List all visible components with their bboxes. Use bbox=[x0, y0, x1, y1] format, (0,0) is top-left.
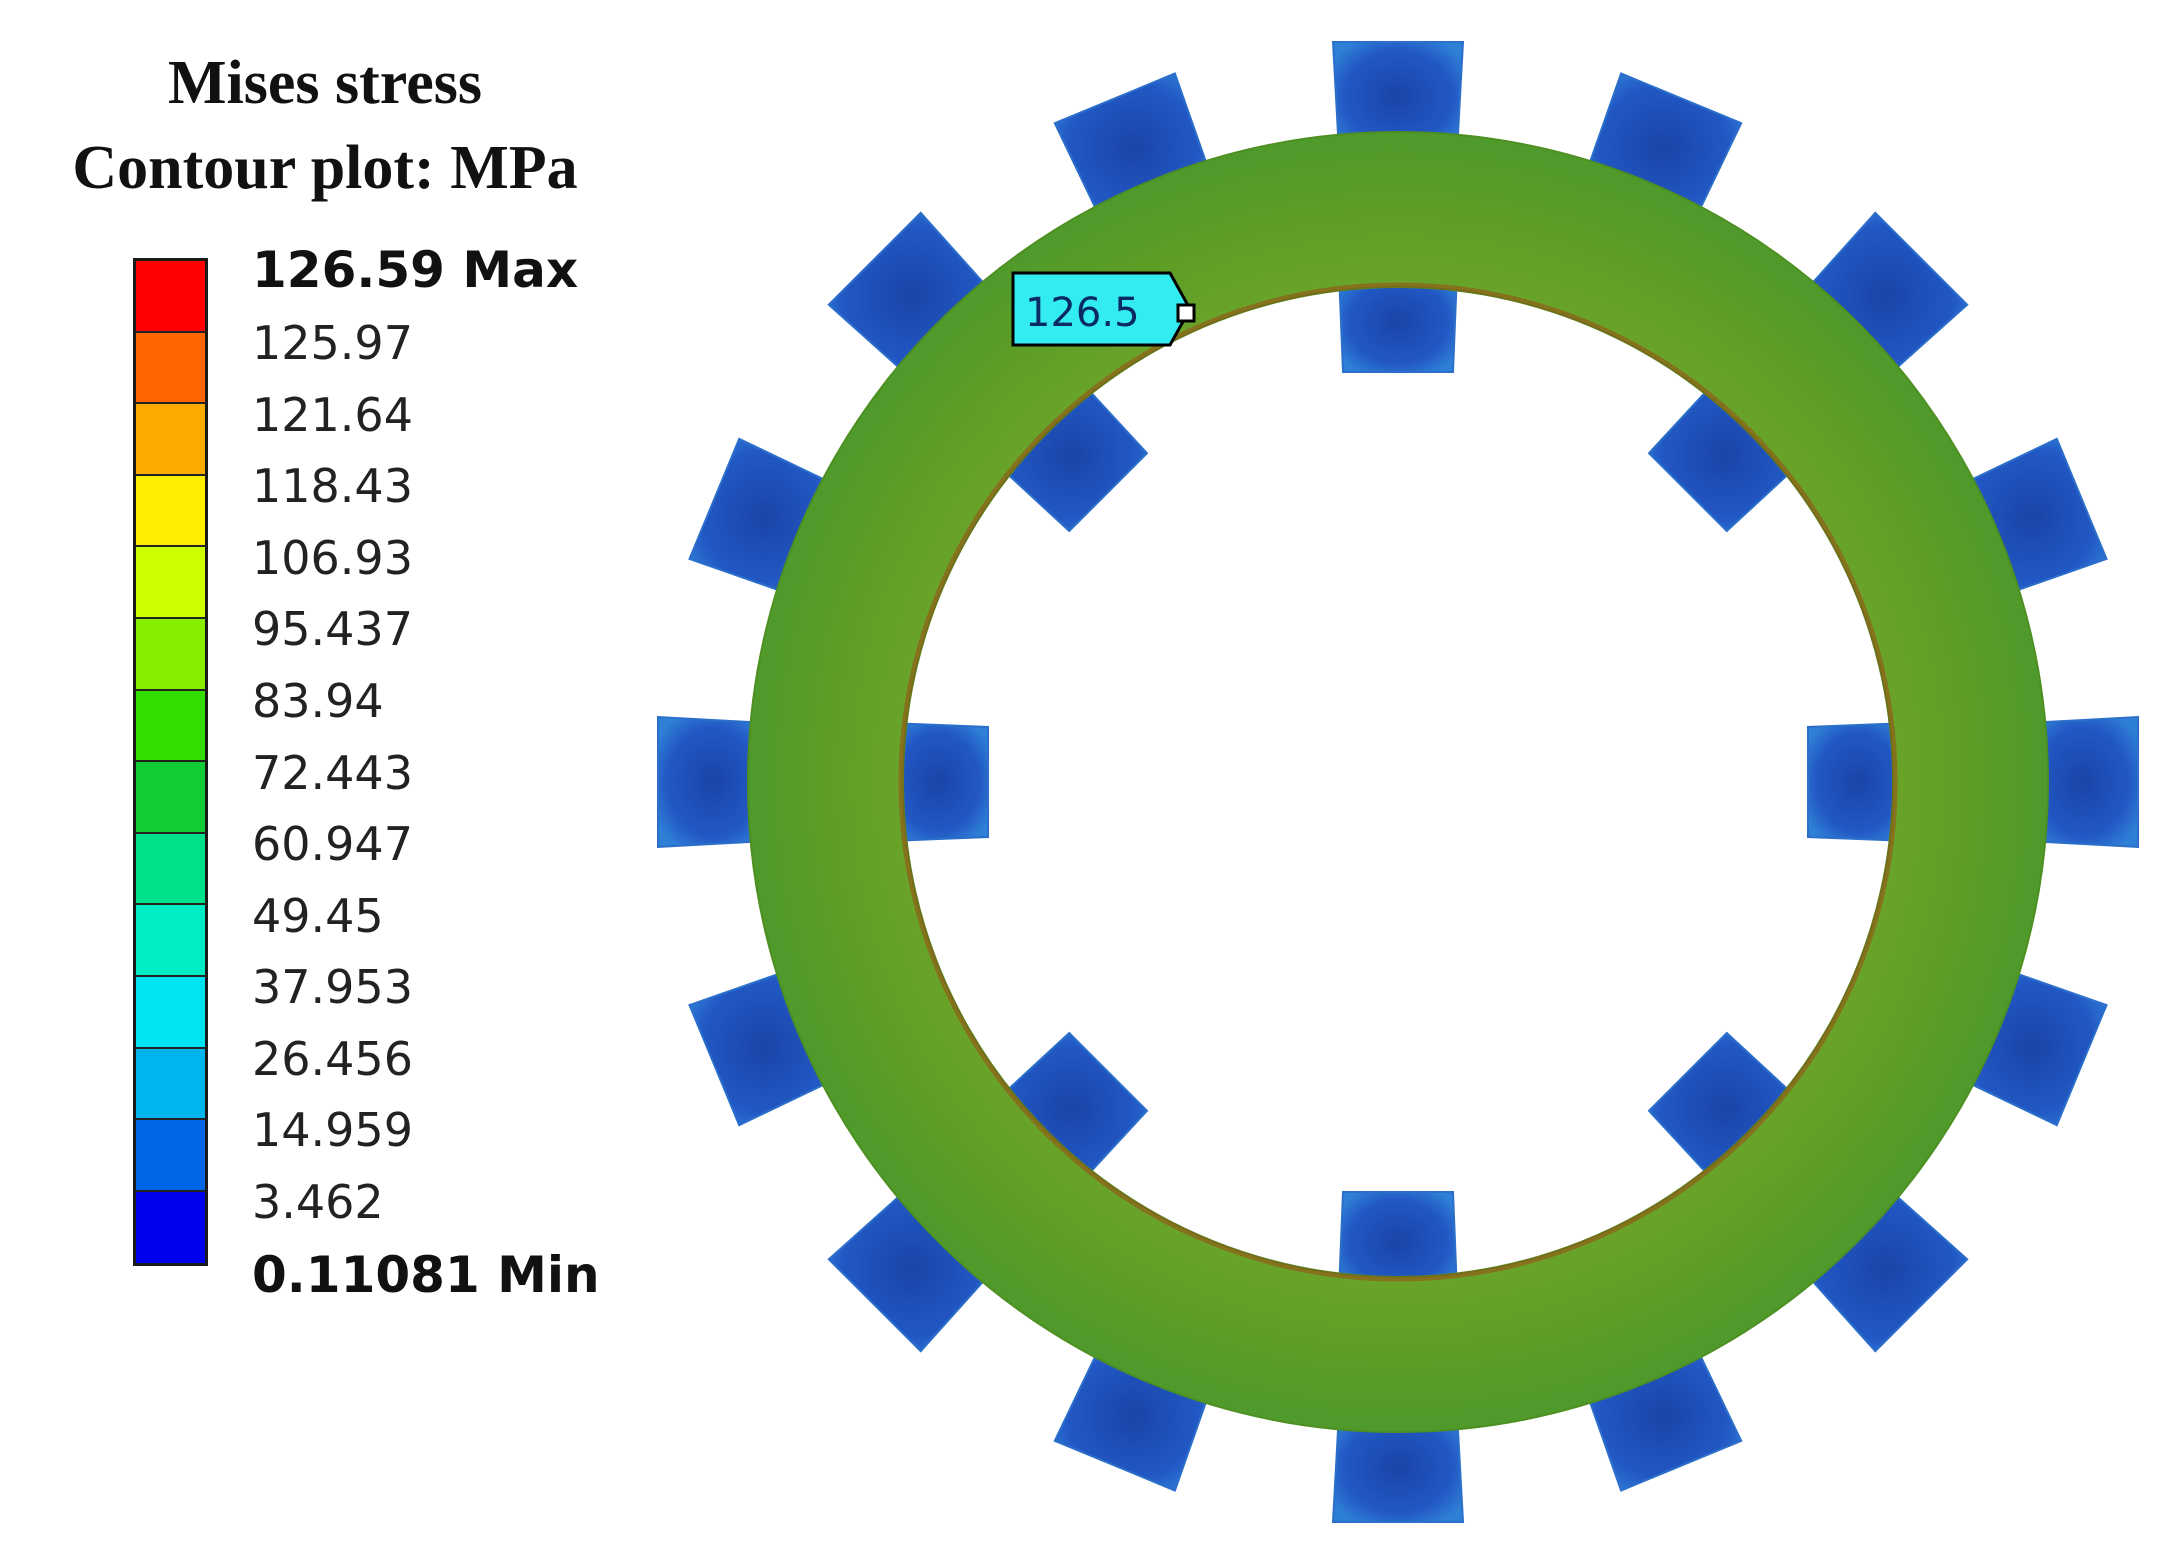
legend-level-label: 72.443 bbox=[252, 746, 413, 800]
legend-swatch bbox=[136, 404, 205, 476]
legend-swatch bbox=[136, 1048, 205, 1121]
color-legend-bar bbox=[133, 258, 208, 1267]
inner-edge-high-stress bbox=[898, 282, 1898, 1282]
plot-title: Mises stress bbox=[168, 49, 482, 117]
legend-level-label: 60.947 bbox=[252, 817, 413, 871]
legend-level-label: 26.456 bbox=[252, 1032, 413, 1086]
legend-swatch bbox=[136, 475, 205, 548]
legend-swatch bbox=[136, 1191, 205, 1264]
legend-level-label: 14.959 bbox=[252, 1103, 413, 1157]
legend-swatch bbox=[136, 976, 205, 1049]
probe-tag bbox=[1011, 271, 1192, 347]
legend-swatch bbox=[136, 332, 205, 405]
legend-swatch bbox=[136, 547, 205, 619]
probe-value-label: 126.5 bbox=[1025, 290, 1140, 336]
legend-level-label: 83.94 bbox=[252, 674, 384, 728]
legend-swatch bbox=[136, 762, 205, 834]
inner-teeth-group bbox=[887, 271, 1909, 1293]
plot-subtitle: Contour plot: MPa bbox=[72, 134, 578, 202]
legend-min-label: 0.11081 Min bbox=[252, 1246, 600, 1304]
legend-swatch bbox=[136, 690, 205, 763]
legend-swatch bbox=[136, 833, 205, 906]
legend-swatch bbox=[136, 618, 205, 691]
legend-max-label: 126.59 Max bbox=[252, 241, 579, 299]
legend-level-label: 121.64 bbox=[252, 388, 413, 442]
probe-annotation: 126.5 bbox=[1011, 271, 1196, 347]
legend-level-label: 125.97 bbox=[252, 316, 413, 370]
legend-level-label: 118.43 bbox=[252, 459, 413, 513]
legend-swatch bbox=[136, 261, 205, 333]
legend-swatch bbox=[136, 905, 205, 977]
probe-marker bbox=[1176, 303, 1196, 323]
legend-level-label: 95.437 bbox=[252, 602, 413, 656]
legend-level-label: 37.953 bbox=[252, 960, 413, 1014]
legend-level-label: 49.45 bbox=[252, 889, 384, 943]
legend-level-label: 3.462 bbox=[252, 1175, 384, 1229]
legend-swatch bbox=[136, 1120, 205, 1192]
legend-level-label: 106.93 bbox=[252, 531, 413, 585]
